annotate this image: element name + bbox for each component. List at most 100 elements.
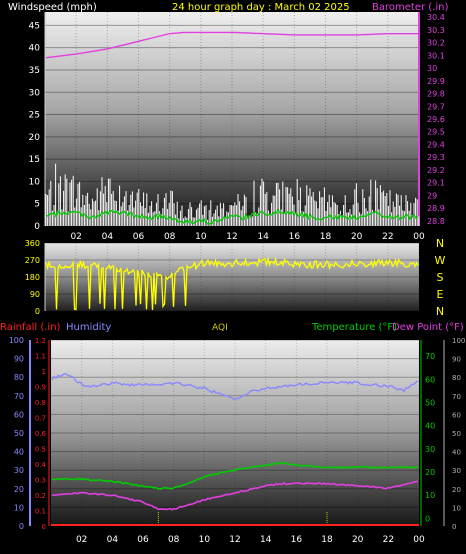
x-tick-label: 02 — [70, 232, 81, 242]
rain-y-tick-label: 0.9 — [35, 384, 46, 392]
rain-y-tick-label: 0.4 — [35, 461, 47, 469]
direction-y-tick-label: 0 — [35, 307, 40, 316]
x-tick-label: 06 — [133, 232, 145, 242]
baro-y-tick-label: 29.7 — [427, 102, 445, 111]
far-right-y-tick-label: 10 — [452, 504, 461, 512]
rain-y-tick-labels: 0 0.1 0.2 0.3 0.4 0.5 0.6 0.7 0.8 0.9 1 1.1 1.2 — [35, 337, 47, 531]
x-tick-label: 16 — [291, 535, 303, 545]
humidity-y-tick-label: 60 — [14, 410, 24, 419]
baro-y-tick-label: 29 — [427, 191, 437, 200]
rain-y-tick-label: 0.3 — [35, 477, 46, 485]
temp-x-tick-labels: 02 04 06 08 10 12 14 16 18 20 22 00 — [76, 535, 425, 545]
humidity-y-tick-label: 100 — [9, 336, 24, 345]
humidity-y-tick-label: 40 — [14, 448, 24, 457]
dewpoint-axis-title: Dew Point (°F) — [392, 322, 464, 333]
wind-y-tick-label: 20 — [29, 133, 41, 143]
rain-y-tick-label: 0.6 — [35, 430, 47, 438]
x-tick-label: 02 — [76, 535, 87, 545]
baro-y-tick-label: 29.4 — [427, 140, 445, 149]
x-tick-label: 08 — [168, 535, 180, 545]
x-tick-label: 12 — [229, 535, 240, 545]
temp-y-tick-label: 0 — [425, 514, 430, 523]
humidity-axis-title: Humidity — [66, 322, 111, 333]
baro-y-tick-label: 29.2 — [427, 166, 445, 175]
far-right-y-tick-label: 100 — [452, 337, 465, 345]
wind-y-tick-label: 35 — [29, 66, 40, 76]
far-right-y-tick-label: 0 — [452, 523, 456, 531]
x-tick-label: 14 — [257, 232, 269, 242]
x-tick-label: 00 — [413, 535, 425, 545]
baro-y-tick-label: 29.1 — [427, 179, 445, 188]
far-right-y-tick-labels: 0 10 20 30 40 50 60 70 80 90 100 — [452, 337, 465, 531]
baro-y-tick-label: 29.6 — [427, 115, 445, 124]
wind-y-tick-label: 15 — [29, 155, 40, 165]
temp-y-tick-labels: 0 10 20 30 40 50 60 70 — [425, 352, 435, 523]
temperature-axis-title: Temperature (°F) — [311, 322, 397, 333]
rainfall-axis-title: Rainfall (.in) — [0, 322, 61, 333]
temp-series — [51, 373, 419, 526]
humidity-y-tick-label: 20 — [14, 485, 24, 494]
x-tick-label: 14 — [260, 535, 272, 545]
baro-y-tick-label: 29.5 — [427, 128, 445, 137]
far-right-y-tick-label: 50 — [452, 430, 461, 438]
humidity-y-tick-label: 70 — [14, 392, 24, 401]
humidity-y-tick-label: 80 — [14, 373, 24, 382]
rain-y-tick-label: 1.1 — [35, 353, 46, 361]
baro-y-tick-label: 30.4 — [427, 13, 445, 22]
humidity-y-tick-labels: 0 10 20 30 40 50 60 70 80 90 100 — [9, 336, 24, 531]
baro-y-tick-label: 29.9 — [427, 77, 445, 86]
x-tick-label: 08 — [164, 232, 176, 242]
far-right-y-tick-label: 30 — [452, 467, 461, 475]
x-tick-label: 20 — [352, 535, 364, 545]
x-tick-label: 04 — [107, 535, 119, 545]
x-tick-label: 10 — [195, 232, 207, 242]
x-tick-label: 20 — [351, 232, 363, 242]
wind-axis-title: Windspeed (mph) — [8, 2, 97, 13]
dewpoint-line — [51, 480, 419, 511]
wind-y-tick-label: 30 — [29, 88, 41, 98]
rain-y-tick-label: 1.2 — [35, 337, 46, 345]
humidity-y-tick-label: 10 — [14, 503, 24, 512]
baro-y-tick-labels: 28.8 28.9 29 29.1 29.2 29.3 29.4 29.5 29.6 29.7 29… — [427, 13, 445, 226]
wind-y-tick-labels: 0 5 10 15 20 25 30 35 40 45 — [29, 21, 41, 232]
x-tick-label: 16 — [289, 232, 301, 242]
compass-label: S — [437, 271, 444, 284]
humidity-y-tick-label: 0 — [19, 522, 24, 531]
direction-y-tick-labels: 0 90 180 270 360 — [25, 239, 40, 316]
baro-y-tick-label: 30.3 — [427, 26, 445, 35]
humidity-y-tick-label: 50 — [14, 429, 24, 438]
compass-label: E — [437, 288, 444, 301]
baro-y-tick-label: 30.2 — [427, 39, 445, 48]
direction-series — [45, 256, 419, 311]
rain-y-tick-label: 0.2 — [35, 492, 46, 500]
baro-y-tick-label: 30.1 — [427, 51, 445, 60]
x-tick-label: 06 — [137, 535, 149, 545]
rain-y-tick-label: 0.7 — [35, 415, 46, 423]
temp-y-tick-label: 30 — [425, 445, 435, 454]
humidity-line — [51, 373, 419, 401]
far-right-y-tick-label: 40 — [452, 449, 461, 457]
x-tick-label: 04 — [102, 232, 114, 242]
compass-label: W — [435, 254, 446, 267]
wind-y-tick-label: 25 — [29, 111, 40, 121]
far-right-y-tick-label: 80 — [452, 374, 461, 382]
far-right-y-tick-label: 70 — [452, 393, 461, 401]
x-tick-label: 22 — [382, 232, 393, 242]
wind-y-tick-label: 45 — [29, 21, 40, 31]
wind-x-tick-labels: 02 04 06 08 10 12 14 16 18 20 22 00 — [70, 232, 425, 242]
far-right-y-tick-label: 90 — [452, 356, 461, 364]
barometer-line — [45, 31, 418, 59]
rain-y-tick-label: 0.1 — [35, 508, 46, 516]
x-tick-label: 18 — [321, 535, 333, 545]
temp-y-tick-label: 50 — [425, 399, 435, 408]
humidity-y-tick-label: 30 — [14, 466, 24, 475]
wind-series — [45, 31, 420, 226]
temp-y-tick-label: 20 — [425, 468, 435, 477]
wind-average-line — [45, 208, 419, 225]
baro-y-tick-label: 29.8 — [427, 90, 445, 99]
humidity-y-tick-label: 90 — [14, 355, 24, 364]
temperature-line — [52, 461, 419, 490]
